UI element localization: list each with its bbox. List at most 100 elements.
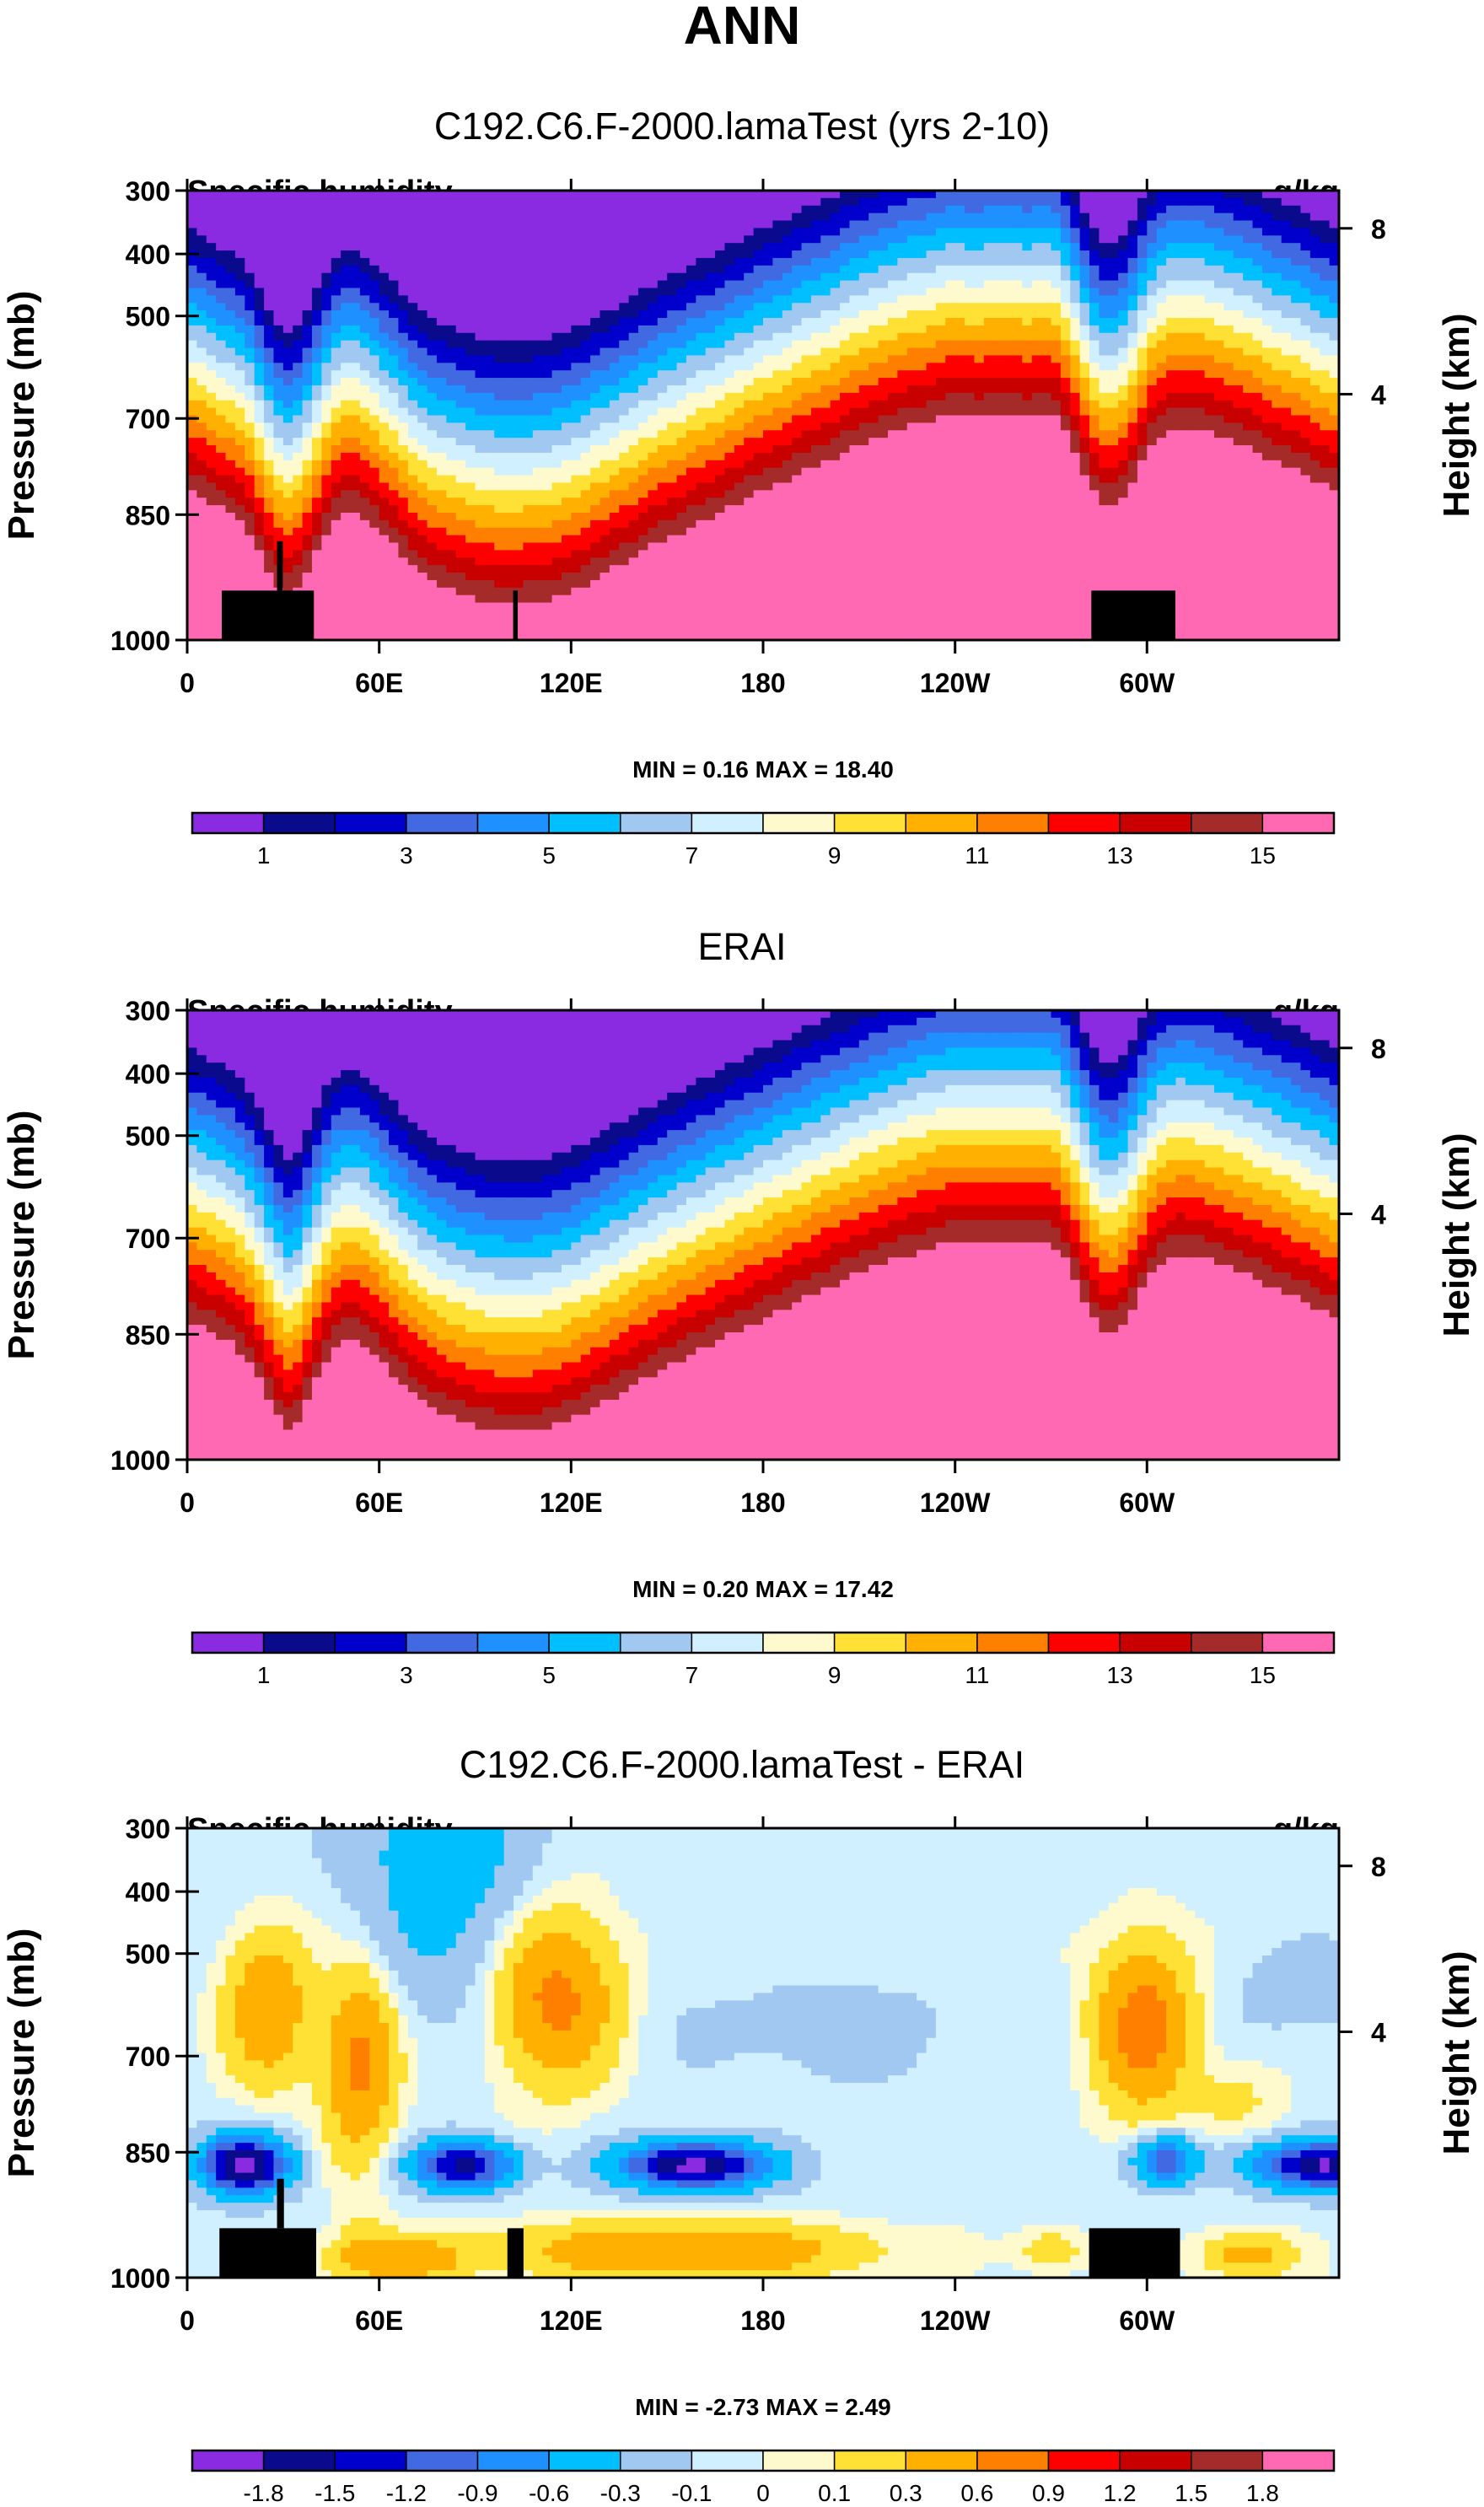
heatmap-cell — [532, 257, 543, 266]
heatmap-cell — [1243, 213, 1254, 222]
heatmap-cell — [513, 228, 524, 236]
heatmap-cell — [954, 295, 965, 304]
heatmap-cell — [1156, 340, 1167, 349]
heatmap-cell — [926, 415, 937, 423]
heatmap-cell — [782, 303, 793, 311]
heatmap-cell — [974, 318, 985, 326]
heatmap-cell — [830, 347, 841, 357]
heatmap-cell — [1089, 228, 1100, 236]
heatmap-cell — [1099, 475, 1110, 484]
heatmap-cell — [264, 228, 275, 236]
heatmap-cell — [897, 220, 908, 229]
heatmap-cell — [523, 243, 534, 251]
heatmap-cell — [1185, 235, 1196, 244]
heatmap-cell — [782, 288, 793, 296]
heatmap-cell — [503, 243, 514, 251]
heatmap-cell — [282, 325, 293, 334]
heatmap-cell — [1118, 452, 1129, 461]
heatmap-cell — [1329, 310, 1340, 319]
heatmap-cell — [878, 340, 889, 349]
heatmap-cell — [293, 235, 304, 244]
heatmap-cell — [1127, 363, 1138, 371]
heatmap-cell — [417, 392, 428, 401]
heatmap-cell — [1309, 363, 1320, 371]
heatmap-cell — [782, 460, 793, 469]
heatmap-cell — [302, 325, 313, 334]
heatmap-cell — [225, 392, 236, 401]
heatmap-cell — [1022, 197, 1033, 207]
heatmap-cell — [225, 422, 236, 431]
heatmap-cell — [1291, 332, 1302, 342]
heatmap-cell — [667, 257, 678, 266]
heatmap-cell — [657, 475, 668, 484]
heatmap-cell — [849, 422, 860, 431]
heatmap-cell — [523, 280, 534, 289]
heatmap-cell — [849, 407, 860, 417]
heatmap-cell — [744, 355, 755, 363]
heatmap-cell — [187, 363, 197, 371]
heatmap-cell — [734, 332, 745, 342]
heatmap-cell — [887, 482, 898, 491]
heatmap-cell — [341, 475, 352, 484]
heatmap-cell — [446, 355, 457, 363]
heatmap-cell — [398, 288, 409, 296]
heatmap-cell — [446, 445, 457, 454]
heatmap-cell — [897, 438, 908, 446]
heatmap-cell — [484, 318, 495, 326]
heatmap-cell — [1309, 490, 1320, 498]
heatmap-cell — [954, 235, 965, 244]
heatmap-cell — [600, 243, 610, 251]
heatmap-cell — [398, 332, 409, 342]
heatmap-cell — [715, 325, 726, 334]
heatmap-cell — [648, 205, 659, 214]
heatmap-cell — [475, 303, 486, 311]
heatmap-cell — [1175, 490, 1186, 498]
heatmap-cell — [993, 392, 1004, 401]
heatmap-cell — [686, 235, 696, 244]
heatmap-cell — [954, 370, 965, 379]
heatmap-cell — [590, 422, 601, 431]
heatmap-cell — [810, 460, 821, 469]
heatmap-cell — [398, 310, 409, 319]
heatmap-cell — [801, 243, 812, 251]
heatmap-cell — [407, 355, 418, 363]
heatmap-cell — [196, 318, 207, 326]
heatmap-cell — [427, 363, 438, 371]
heatmap-cell — [1022, 272, 1033, 282]
heatmap-cell — [849, 347, 860, 357]
heatmap-cell — [1291, 228, 1302, 236]
heatmap-cell — [1309, 295, 1320, 304]
heatmap-cell — [532, 220, 543, 229]
heatmap-cell — [580, 235, 591, 244]
heatmap-cell — [417, 430, 428, 438]
heatmap-cell — [503, 220, 514, 229]
heatmap-cell — [696, 407, 707, 417]
heatmap-cell — [782, 205, 793, 214]
heatmap-cell — [983, 445, 994, 454]
heatmap-cell — [1320, 213, 1331, 222]
heatmap-cell — [234, 325, 245, 334]
heatmap-cell — [254, 325, 265, 334]
heatmap-cell — [906, 325, 917, 334]
heatmap-cell — [935, 475, 946, 484]
heatmap-cell — [234, 400, 245, 409]
heatmap-cell — [657, 280, 668, 289]
heatmap-cell — [465, 363, 476, 371]
heatmap-cell — [446, 452, 457, 461]
heatmap-cell — [782, 370, 793, 379]
heatmap-cell — [1320, 430, 1331, 438]
heatmap-cell — [1261, 280, 1272, 289]
heatmap-cell — [359, 415, 370, 423]
heatmap-cell — [234, 438, 245, 446]
heatmap-cell — [715, 220, 726, 229]
heatmap-cell — [782, 310, 793, 319]
heatmap-cell — [532, 191, 543, 199]
heatmap-cell — [551, 407, 562, 417]
heatmap-cell — [1099, 422, 1110, 431]
heatmap-cell — [619, 318, 630, 326]
heatmap-cell — [609, 303, 620, 311]
heatmap-cell — [897, 197, 908, 207]
heatmap-cell — [389, 490, 400, 498]
heatmap-cell — [1012, 430, 1023, 438]
heatmap-cell — [1070, 272, 1081, 282]
